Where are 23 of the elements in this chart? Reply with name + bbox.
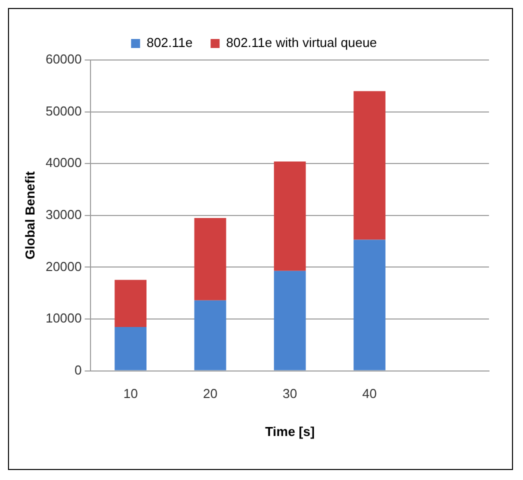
legend-label: 802.11e with virtual queue <box>226 35 377 50</box>
legend-label: 802.11e <box>146 35 193 50</box>
x-axis-title: Time [s] <box>265 424 315 439</box>
y-tick-label: 60000 <box>46 52 82 67</box>
y-tick-label: 20000 <box>46 258 82 274</box>
bar <box>194 300 226 370</box>
y-tick-label: 30000 <box>46 206 82 222</box>
bar <box>354 91 386 240</box>
y-tick-label: 40000 <box>46 155 82 170</box>
bar <box>274 270 306 370</box>
x-tick-label: 40 <box>362 386 377 402</box>
x-tick-label: 20 <box>202 386 218 402</box>
bar <box>194 218 226 300</box>
bar <box>354 240 386 370</box>
y-tick-label: 0 <box>74 362 82 378</box>
y-tick-label: 10000 <box>46 310 82 326</box>
bar <box>274 162 306 271</box>
x-tick-label: 30 <box>282 386 298 402</box>
y-axis-title: Global Benefit <box>22 170 38 260</box>
y-tick-label: 50000 <box>46 103 82 118</box>
bar <box>114 327 147 370</box>
bar <box>114 280 147 328</box>
x-tick-label: 10 <box>123 386 138 402</box>
